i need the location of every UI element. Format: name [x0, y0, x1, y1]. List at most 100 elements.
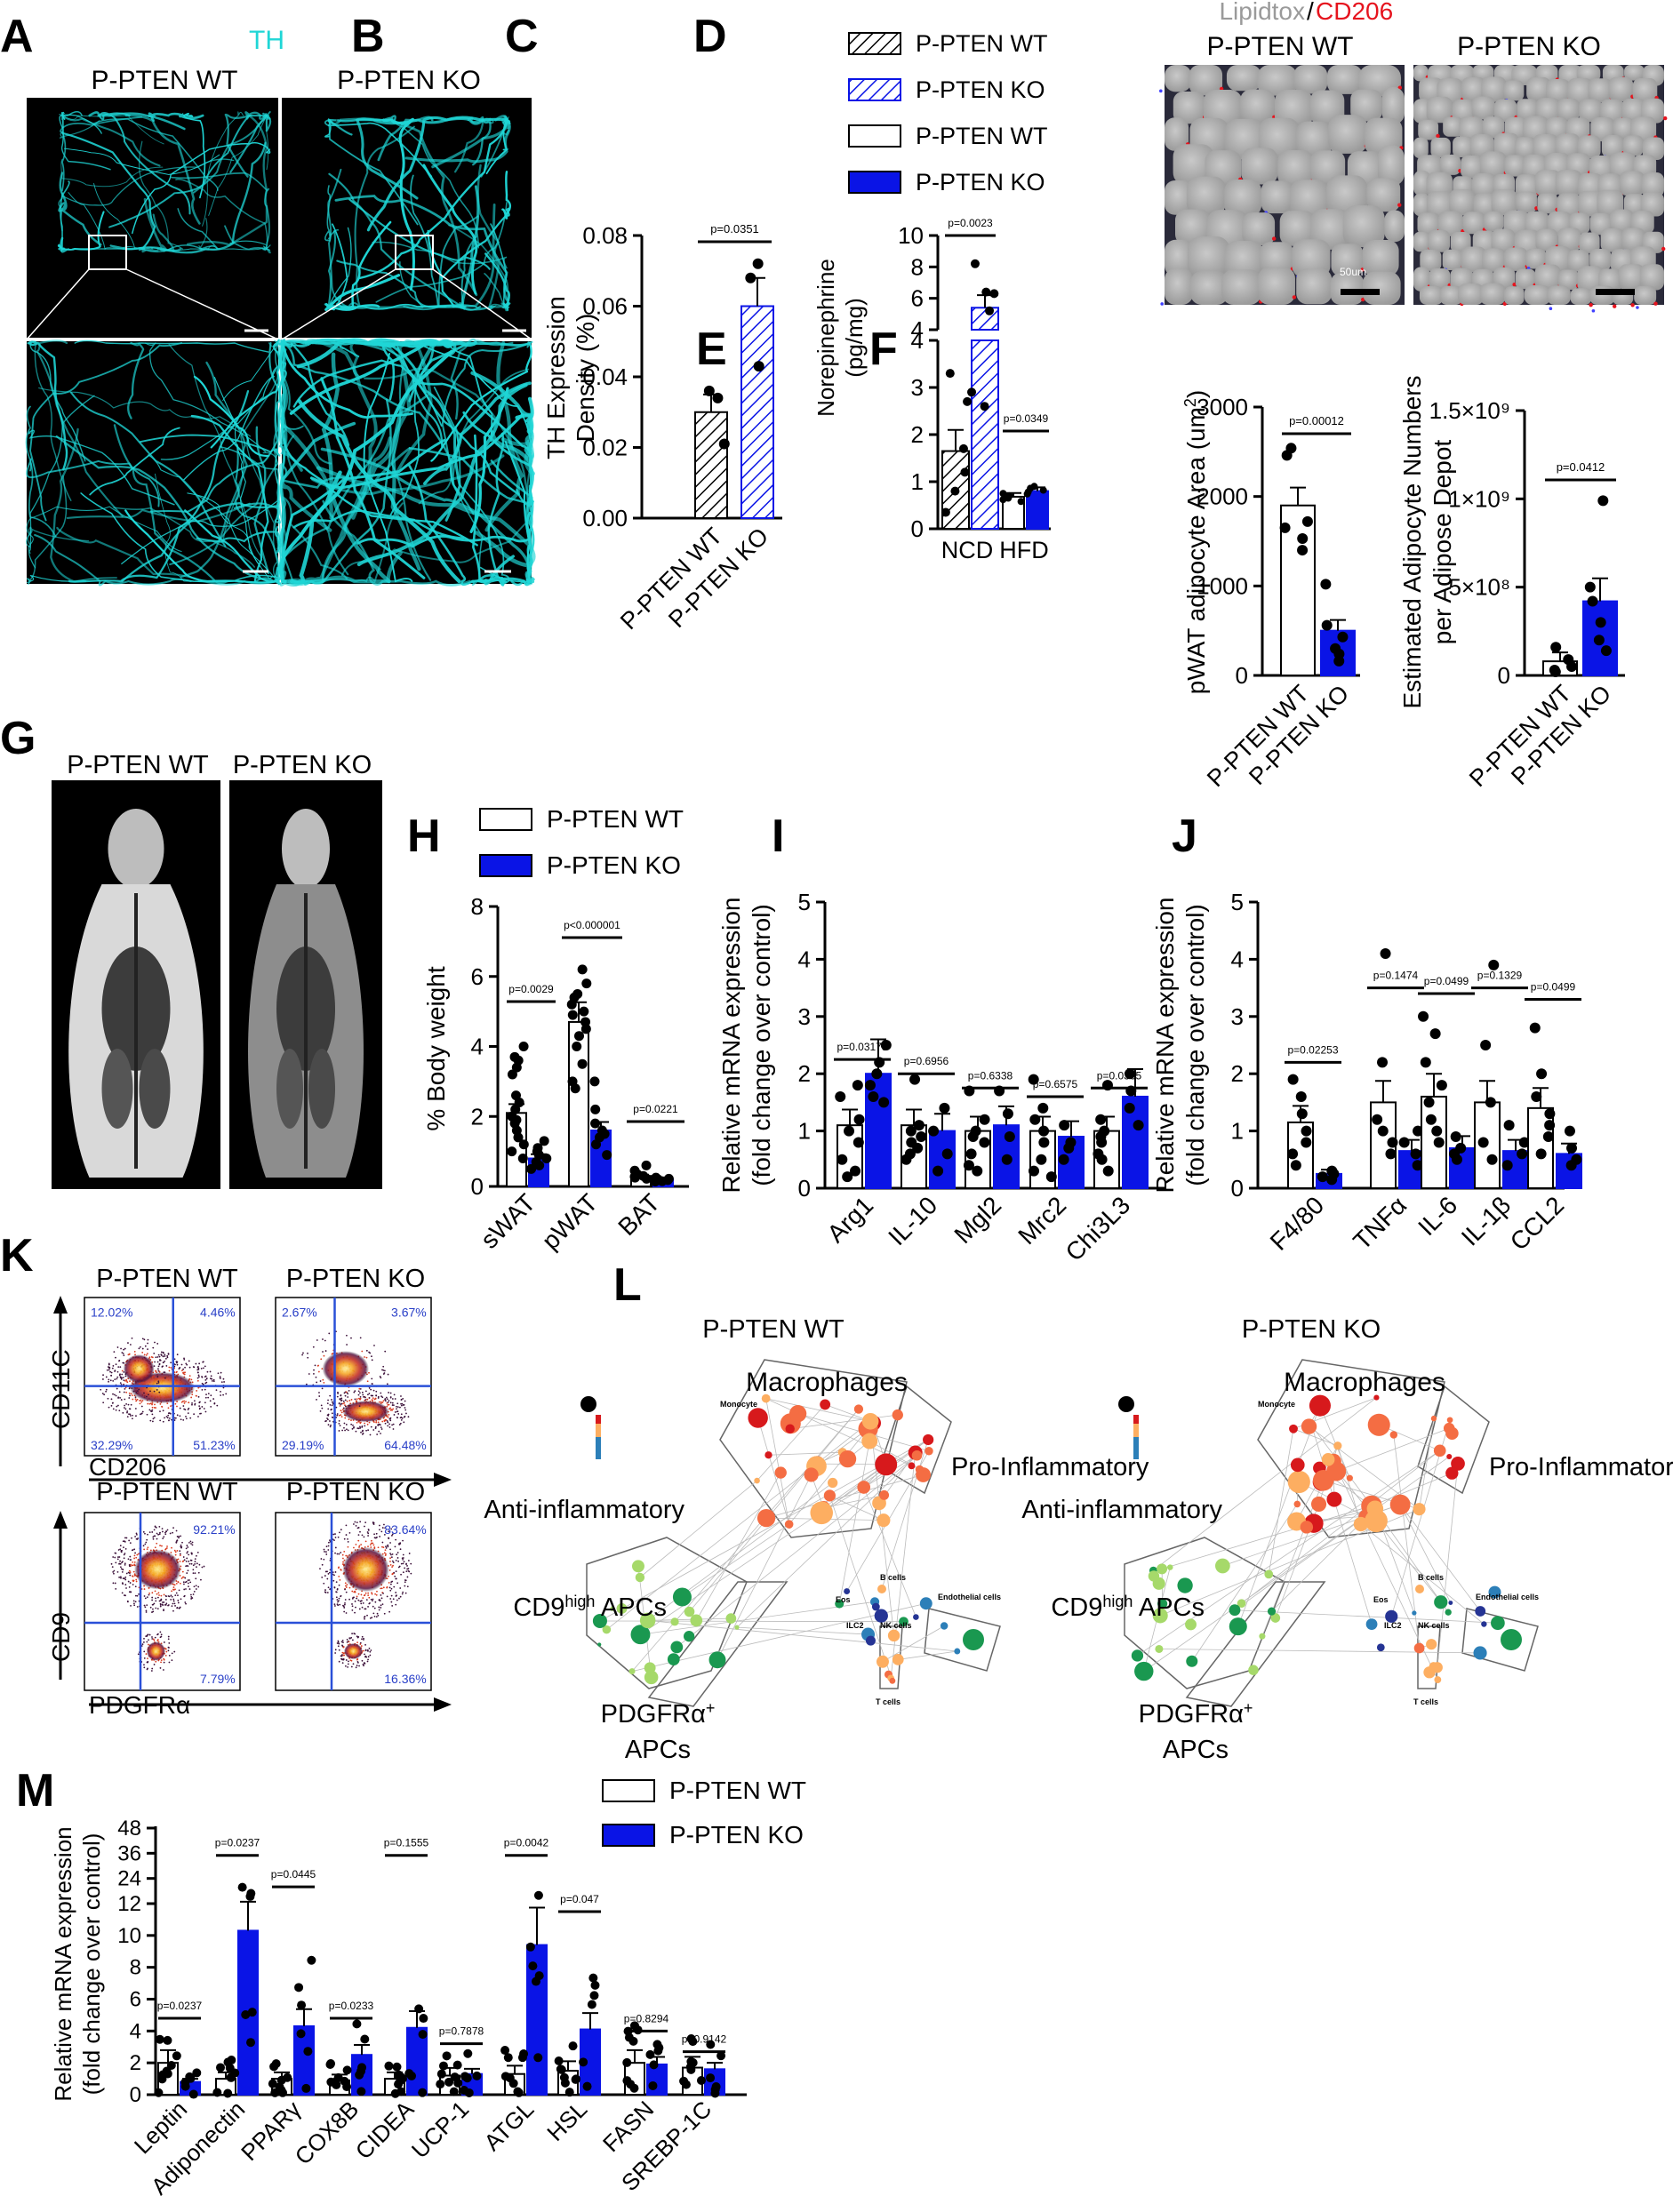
event-dot: [364, 1592, 367, 1594]
event-dot: [164, 1654, 167, 1657]
event-dot: [367, 1656, 370, 1658]
event-dot: [203, 1565, 205, 1568]
event-dot: [334, 1652, 337, 1654]
quadrant-percent: 2.67%: [282, 1305, 317, 1319]
p-value: p=0.0237: [157, 2000, 203, 2012]
legend-label: P-PTEN KO: [916, 76, 1045, 103]
event-dot: [118, 1562, 121, 1565]
tree-node: [915, 1465, 925, 1474]
adipocyte: [1601, 135, 1624, 158]
data-point: [519, 2048, 529, 2058]
density-core: [344, 1643, 363, 1659]
event-dot: [398, 1424, 401, 1425]
event-dot: [124, 1548, 127, 1550]
event-dot: [212, 1398, 215, 1400]
event-dot: [327, 1424, 330, 1426]
event-dot: [178, 1368, 180, 1370]
event-dot: [123, 1557, 125, 1560]
event-dot: [331, 1401, 333, 1403]
event-dot: [210, 1405, 212, 1408]
event-dot: [389, 1401, 392, 1404]
data-point: [294, 1983, 304, 1992]
event-dot: [338, 1553, 340, 1555]
data-point: [999, 496, 1007, 504]
event-dot: [395, 1577, 397, 1580]
event-dot: [360, 1593, 363, 1596]
event-dot: [384, 1398, 387, 1400]
event-dot: [167, 1635, 170, 1638]
event-dot: [351, 1427, 354, 1430]
data-point: [1501, 1160, 1513, 1171]
tree-node: [913, 1614, 919, 1620]
event-dot: [325, 1551, 327, 1553]
adipocyte: [1577, 266, 1605, 293]
event-dot: [327, 1413, 330, 1416]
event-dot: [141, 1410, 144, 1413]
event-dot: [135, 1580, 138, 1583]
event-dot: [316, 1381, 318, 1384]
event-dot: [151, 1420, 154, 1423]
event-dot: [338, 1600, 340, 1602]
adipocyte: [1576, 65, 1601, 83]
event-dot: [372, 1605, 374, 1608]
adipocyte: [1362, 271, 1401, 305]
tree-node: [1448, 1601, 1453, 1605]
event-dot: [320, 1404, 323, 1407]
event-dot: [140, 1412, 143, 1415]
th-fiber: [340, 438, 534, 577]
tree-node: [754, 1477, 760, 1484]
event-dot: [367, 1658, 369, 1661]
event-dot: [154, 1636, 156, 1639]
event-dot: [313, 1369, 315, 1371]
data-point: [1410, 1148, 1421, 1160]
event-dot: [364, 1390, 367, 1393]
event-dot: [168, 1654, 171, 1657]
data-point: [507, 1069, 517, 1080]
data-point: [1529, 1022, 1541, 1034]
event-dot: [364, 1608, 367, 1610]
event-dot: [343, 1537, 346, 1540]
adipocyte: [1413, 193, 1430, 217]
th-fiber: [327, 117, 478, 297]
tree-node: [875, 1453, 898, 1476]
y-tick-label: 0.04: [582, 363, 628, 390]
p-value: p=0.0029: [508, 983, 554, 995]
event-dot: [366, 1398, 368, 1401]
event-dot: [119, 1566, 122, 1569]
event-dot: [151, 1596, 154, 1599]
adipocyte: [1226, 65, 1261, 92]
event-dot: [147, 1546, 149, 1549]
data-point: [212, 2088, 222, 2097]
event-dot: [196, 1371, 199, 1374]
event-dot: [383, 1552, 386, 1554]
event-dot: [113, 1572, 115, 1575]
event-dot: [388, 1569, 391, 1571]
event-dot: [147, 1533, 148, 1536]
event-dot: [361, 1425, 364, 1427]
adipocyte: [1413, 137, 1429, 159]
event-dot: [372, 1389, 375, 1392]
category-label: Arg1: [821, 1191, 878, 1248]
event-dot: [351, 1590, 354, 1593]
event-dot: [363, 1594, 365, 1597]
event-dot: [326, 1592, 329, 1593]
event-dot: [144, 1543, 147, 1545]
event-dot: [219, 1376, 221, 1378]
event-dot: [195, 1588, 197, 1590]
data-point: [163, 2035, 172, 2045]
y-tick-label: 5: [798, 889, 811, 915]
tree-node: [1333, 1441, 1342, 1450]
tree-node: [1229, 1617, 1247, 1636]
th-fiber: [290, 470, 342, 585]
event-dot: [181, 1370, 183, 1372]
event-dot: [339, 1398, 341, 1401]
event-dot: [168, 1595, 171, 1598]
adipocyte: [1328, 115, 1367, 154]
event-dot: [192, 1569, 195, 1571]
event-dot: [372, 1544, 375, 1546]
th-fiber: [441, 340, 533, 515]
y-tick-label: 0: [1498, 662, 1510, 689]
event-dot: [175, 1529, 178, 1532]
event-dot: [155, 1370, 157, 1372]
y-axis-label: (fold change over control): [748, 904, 775, 1186]
